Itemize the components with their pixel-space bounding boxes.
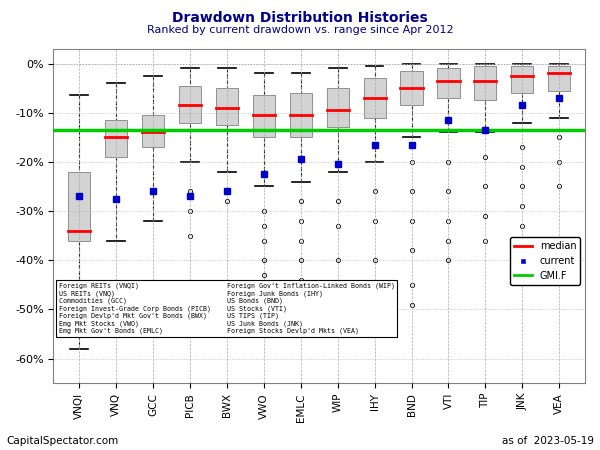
Legend: median, current, GMI.F: median, current, GMI.F	[511, 237, 580, 285]
FancyBboxPatch shape	[437, 68, 460, 98]
Text: CapitalSpectator.com: CapitalSpectator.com	[6, 436, 118, 446]
FancyBboxPatch shape	[474, 66, 496, 100]
Text: Drawdown Distribution Histories: Drawdown Distribution Histories	[172, 11, 428, 25]
FancyBboxPatch shape	[68, 172, 91, 241]
FancyBboxPatch shape	[548, 66, 570, 90]
FancyBboxPatch shape	[326, 88, 349, 127]
FancyBboxPatch shape	[290, 93, 312, 137]
FancyBboxPatch shape	[253, 95, 275, 137]
FancyBboxPatch shape	[105, 120, 127, 157]
Text: Ranked by current drawdown vs. range since Apr 2012: Ranked by current drawdown vs. range sin…	[146, 25, 454, 35]
Text: Foreign REITs (VNQI)                      Foreign Gov't Inflation-Linked Bonds (: Foreign REITs (VNQI) Foreign Gov't Infla…	[59, 283, 395, 334]
FancyBboxPatch shape	[400, 71, 422, 105]
FancyBboxPatch shape	[364, 78, 386, 117]
Text: as of  2023-05-19: as of 2023-05-19	[502, 436, 594, 446]
FancyBboxPatch shape	[142, 115, 164, 147]
FancyBboxPatch shape	[179, 86, 201, 122]
FancyBboxPatch shape	[511, 66, 533, 93]
FancyBboxPatch shape	[216, 88, 238, 125]
